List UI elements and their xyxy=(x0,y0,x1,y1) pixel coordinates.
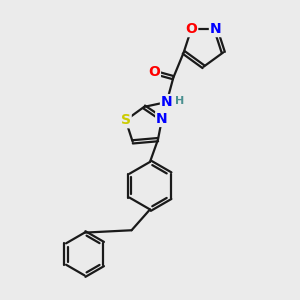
Text: S: S xyxy=(121,113,131,127)
Text: O: O xyxy=(148,65,160,79)
Text: O: O xyxy=(185,22,197,36)
Text: N: N xyxy=(210,22,221,36)
Text: N: N xyxy=(161,95,172,109)
Text: N: N xyxy=(156,112,168,126)
Text: H: H xyxy=(175,96,184,106)
